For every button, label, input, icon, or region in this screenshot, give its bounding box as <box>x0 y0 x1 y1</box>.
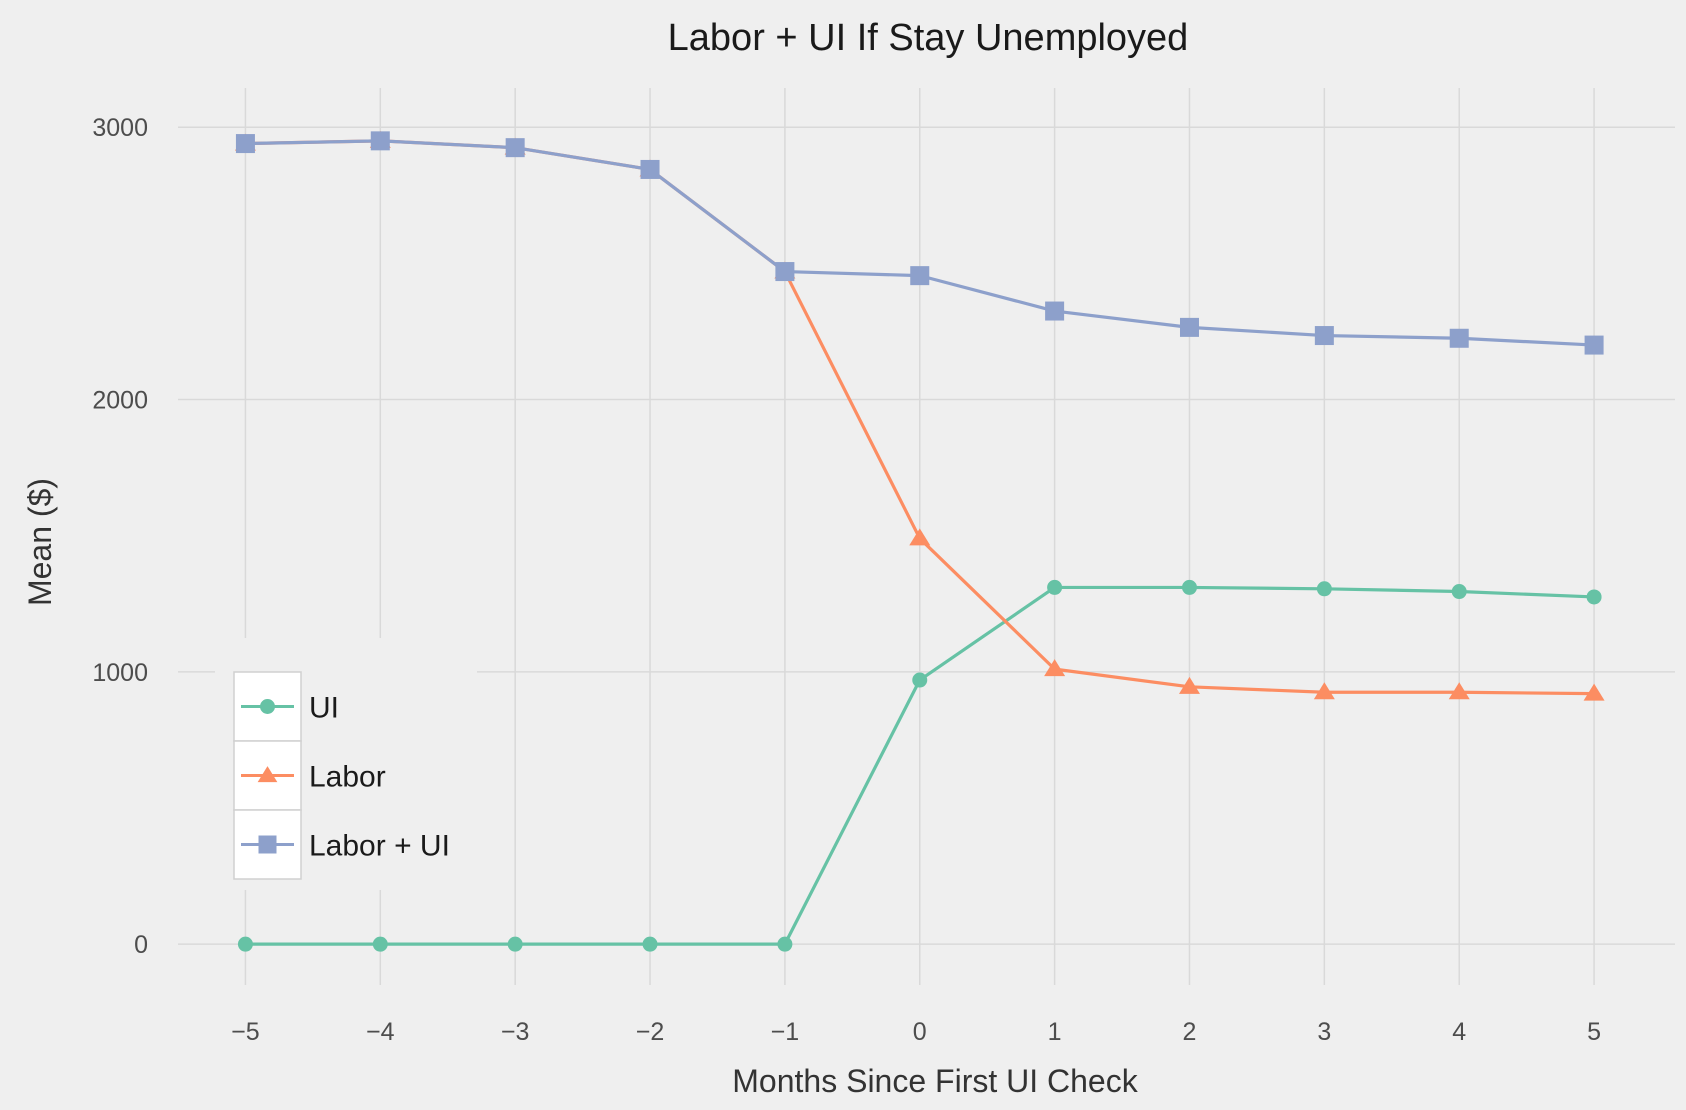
x-tick-label: −3 <box>501 1018 530 1046</box>
data-point <box>1313 682 1335 700</box>
data-point <box>1448 682 1470 700</box>
data-point <box>1586 589 1602 605</box>
x-tick-label: −4 <box>366 1018 395 1046</box>
legend-key-marker <box>258 835 277 854</box>
data-point <box>370 131 390 151</box>
data-point <box>505 138 525 158</box>
data-point <box>1449 328 1469 348</box>
data-point <box>640 159 660 179</box>
x-tick-label: 0 <box>913 1018 927 1046</box>
legend-label: UI <box>309 692 339 725</box>
data-point <box>1314 326 1334 346</box>
data-point <box>1047 579 1063 595</box>
data-point <box>1316 581 1332 597</box>
data-point <box>235 134 255 154</box>
data-point <box>912 672 928 688</box>
data-point <box>1044 659 1066 677</box>
data-point <box>775 262 795 282</box>
data-point <box>910 266 930 286</box>
data-point <box>1178 676 1200 694</box>
legend: UI Labor Labor + UI <box>233 671 450 880</box>
y-tick-label: 2000 <box>92 387 148 415</box>
legend-key-marker <box>260 699 275 714</box>
x-tick-label: −2 <box>636 1018 665 1046</box>
x-tick-label: 2 <box>1183 1018 1197 1046</box>
y-tick-label: 1000 <box>92 659 148 687</box>
data-point <box>507 936 523 952</box>
axis-tick-labels: −5 −4 −3 −2 −1 0 1 2 3 4 5 0 1000 2000 3000 <box>92 114 1601 1046</box>
x-tick-label: −5 <box>231 1018 260 1046</box>
legend-key-marker <box>257 766 278 783</box>
x-tick-label: 4 <box>1452 1018 1466 1046</box>
x-tick-label: 3 <box>1317 1018 1331 1046</box>
data-point <box>1451 584 1467 600</box>
data-point <box>1583 683 1605 701</box>
x-tick-label: 1 <box>1048 1018 1062 1046</box>
data-point <box>372 936 388 952</box>
y-axis-title: Mean ($) <box>22 478 58 606</box>
data-point <box>1181 579 1197 595</box>
x-tick-label: 5 <box>1587 1018 1601 1046</box>
chart-title: Labor + UI If Stay Unemployed <box>668 17 1189 59</box>
data-point <box>237 936 253 952</box>
x-tick-label: −1 <box>771 1018 800 1046</box>
data-point <box>777 936 793 952</box>
data-point <box>909 528 931 546</box>
series-lines <box>234 130 1605 952</box>
y-tick-label: 3000 <box>92 114 148 142</box>
x-axis-title: Months Since First UI Check <box>732 1063 1138 1099</box>
data-point <box>1584 335 1604 355</box>
legend-label: Labor + UI <box>309 830 450 863</box>
data-point <box>1045 301 1065 321</box>
data-point <box>1179 317 1199 337</box>
y-tick-label: 0 <box>134 931 148 959</box>
gridlines <box>178 88 1675 985</box>
legend-label: Labor <box>309 761 386 794</box>
data-point <box>642 936 658 952</box>
